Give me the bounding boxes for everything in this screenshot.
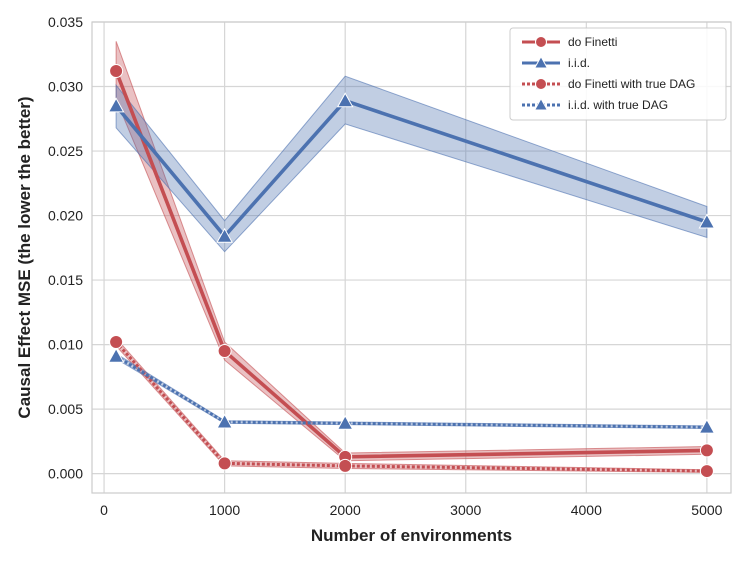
legend-item-do-finetti-with-true-dag: do Finetti with true DAG — [522, 77, 695, 91]
x-axis-ticks: 0 1000 2000 3000 4000 5000 — [100, 502, 723, 518]
line-i-i-d — [114, 98, 708, 239]
y-tick-label: 0.025 — [48, 143, 83, 159]
series-lines — [114, 70, 708, 473]
point-do-finetti — [109, 64, 124, 79]
point-i-i-d — [216, 227, 233, 243]
point-do-finetti-with-true-dag — [217, 456, 232, 471]
legend-marker — [535, 78, 547, 90]
y-tick-label: 0.035 — [48, 14, 83, 30]
plot-frame — [91, 21, 732, 494]
x-tick-label: 2000 — [330, 502, 361, 518]
x-tick-label: 3000 — [450, 502, 481, 518]
point-do-finetti-with-true-dag — [699, 464, 714, 479]
point-do-finetti — [217, 344, 232, 359]
legend-label: i.i.d. — [568, 56, 590, 70]
legend-item-do-finetti: do Finetti — [522, 35, 617, 49]
point-i-i-d — [107, 97, 125, 113]
y-tick-label: 0.020 — [48, 208, 83, 224]
legend-label: i.i.d. with true DAG — [568, 98, 668, 112]
y-tick-label: 0.015 — [48, 272, 83, 288]
point-do-finetti — [699, 443, 714, 458]
y-tick-label: 0.010 — [48, 337, 83, 353]
point-i-i-d-with-true-dag — [216, 413, 233, 429]
y-axis-label: Causal Effect MSE (the lower the better) — [15, 96, 34, 418]
point-i-i-d-with-true-dag — [336, 414, 354, 430]
x-tick-label: 4000 — [571, 502, 602, 518]
band-i-i-d-with-true-dag — [115, 352, 708, 429]
line-do-finetti — [114, 70, 707, 459]
line-do-finetti-with-true-dag — [114, 341, 707, 473]
line-i-i-d-with-true-dag — [115, 354, 707, 429]
legend: do Finetti i.i.d. do Finetti with true DAG… — [509, 27, 727, 121]
point-i-i-d-with-true-dag — [698, 418, 716, 434]
x-tick-label: 0 — [100, 502, 108, 518]
point-do-finetti-with-true-dag — [338, 458, 353, 473]
point-do-finetti-with-true-dag — [109, 335, 124, 350]
y-tick-label: 0.005 — [48, 401, 83, 417]
point-i-i-d-with-true-dag — [107, 347, 125, 363]
x-axis-label: Number of environments — [311, 526, 512, 545]
series-markers — [107, 64, 716, 479]
legend-label: do Finetti — [568, 35, 617, 49]
legend-item-i-i-d-with-true-dag: i.i.d. with true DAG — [522, 97, 668, 112]
legend-item-i-i-d: i.i.d. — [522, 55, 590, 70]
x-tick-label: 1000 — [209, 502, 240, 518]
legend-marker — [533, 97, 549, 111]
x-tick-label: 5000 — [691, 502, 722, 518]
y-axis-ticks: 0.000 0.005 0.010 0.015 0.020 0.025 0.030 0.035 — [48, 14, 83, 482]
point-i-i-d — [336, 92, 354, 108]
legend-label: do Finetti with true DAG — [568, 77, 695, 91]
y-tick-label: 0.030 — [48, 79, 83, 95]
y-tick-label: 0.000 — [48, 466, 83, 482]
legend-box — [509, 27, 727, 121]
point-i-i-d — [698, 213, 716, 229]
legend-marker — [533, 55, 549, 69]
legend-marker — [535, 36, 547, 48]
